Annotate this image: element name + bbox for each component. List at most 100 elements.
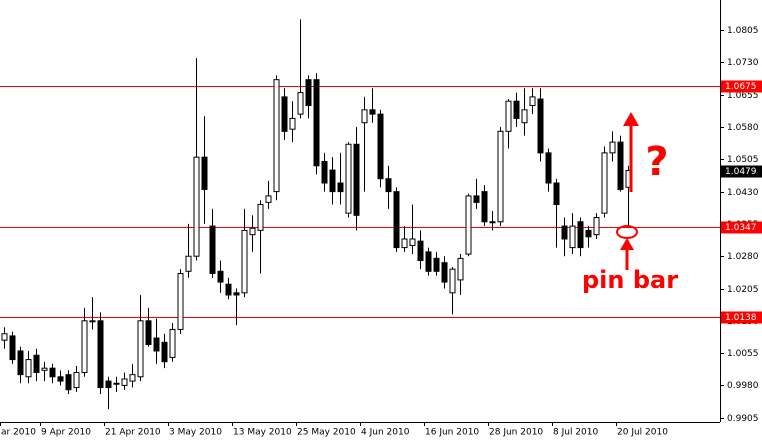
candle-body-down [545,152,552,184]
y-tick-label: 1.0805 [727,26,759,36]
candle-body-down [513,100,520,119]
candle-body-down [369,109,376,115]
candle-body-up [121,378,128,386]
candle-body-down [217,270,224,283]
candle-body-up [609,141,616,154]
x-tick-label: 3 May 2010 [169,428,222,438]
y-tick-label: 1.0055 [727,349,759,359]
y-tick-label: 1.0505 [727,155,759,165]
candle-body-down [433,257,440,272]
candle-body-up [257,204,264,231]
candle-body-down [553,182,560,206]
plot-area [0,19,720,410]
last-price-box [721,165,762,178]
candle-body-up [89,320,96,323]
candle-body-down [441,262,448,283]
candle-body-up [185,255,192,272]
x-tick-label: 4 Jun 2010 [361,428,410,438]
candle-body-up [361,109,368,124]
candle-body-up [265,195,272,203]
candle-body-up [25,359,32,378]
candle-body-up [241,229,248,294]
x-tick-label: 13 May 2010 [233,428,292,438]
x-tick-label: ar 2010 [1,428,36,438]
level-label-box [721,80,762,93]
candle-body-down [233,292,240,296]
candle-body-down [145,320,152,345]
candle-body-up [169,328,176,358]
candle-body-up [465,195,472,255]
highlight-ellipse [616,225,638,239]
x-tick-label: 20 Jul 2010 [617,428,668,438]
candle-body-down [329,169,336,193]
candle-body-down [153,337,160,352]
candle-body-down [617,141,624,190]
last-price-label: 1.0479 [725,167,757,177]
x-tick-label: 16 Jun 2010 [425,428,479,438]
candle-body-up [273,79,280,193]
candle-body-up [409,238,416,246]
candle-body-down [49,367,56,378]
candle-body-up [457,257,464,281]
candle-body-up [569,225,576,249]
candle-body-up [449,268,456,294]
y-tick-label: 1.0580 [727,123,759,133]
candle-body-up [137,320,144,378]
candle-body-down [161,341,168,363]
candle-body-up [249,227,256,236]
candle-body-up [73,371,80,389]
candle-body-up [41,367,48,371]
candle-body-up [505,100,512,132]
candle-body-down [425,251,432,272]
candle-body-up [345,143,352,214]
x-tick-label: 25 May 2010 [297,428,356,438]
x-tick-label: 28 Jun 2010 [489,428,543,438]
candle-body-up [529,96,536,107]
candle-body-down [313,79,320,167]
y-tick-label: 0.9905 [727,414,759,424]
annotation-pin-bar: pin bar [582,266,678,294]
candle-body-down [57,376,64,382]
y-tick-label: 1.0655 [727,91,759,101]
candle-body-down [481,191,488,223]
level-label-box [721,311,762,324]
candle-body-down [473,195,480,203]
candle-body-up [521,109,528,124]
arrow-head [620,238,634,250]
y-tick-label: 1.0205 [727,285,759,295]
candle-body-down [393,191,400,249]
candle-body-up [489,221,496,224]
candle-body-down [537,98,544,154]
y-tick-label: 0.9980 [727,381,759,391]
candle-body-down [9,335,16,361]
candle-body-down [385,178,392,193]
candle-body-down [17,350,24,376]
candle-body-up [497,130,504,223]
candle-body-down [577,221,584,249]
x-tick-label: 8 Jul 2010 [553,428,598,438]
candle-body-down [561,225,568,240]
candle-body-up [177,272,184,330]
candle-body-up [193,156,200,257]
candle-body-down [281,96,288,132]
y-tick-label: 1.0430 [727,188,759,198]
annotation-question: ? [645,139,668,185]
level-label-box [721,221,762,234]
candle-body-down [65,374,72,391]
y-tick-label: 1.0280 [727,252,759,262]
annotations: ? pin bar [582,112,678,294]
candle-body-up [1,333,8,341]
level-label: 1.0347 [725,223,757,233]
candle-body-down [417,240,424,262]
x-tick-label: 9 Apr 2010 [41,428,91,438]
arrow-head [623,112,639,126]
level-label: 1.0138 [725,313,757,323]
candle-body-down [585,229,592,238]
candle-body-down [353,143,360,216]
candle-body-down [97,320,104,389]
candle-body-down [33,354,40,373]
candle-body-down [225,283,232,296]
